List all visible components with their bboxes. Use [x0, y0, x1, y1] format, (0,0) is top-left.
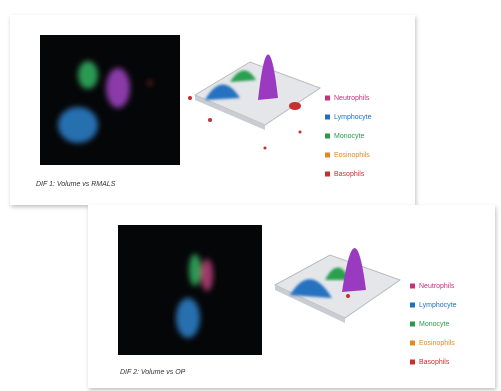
caption: DIF 1: Volume vs RMALS — [36, 181, 116, 188]
legend-label: Lymphocyte — [419, 302, 457, 309]
legend-label: Neutrophils — [334, 95, 370, 102]
legend-swatch — [410, 341, 415, 346]
legend-swatch — [325, 115, 330, 120]
legend-swatch — [410, 284, 415, 289]
legend-label: Neutrophils — [419, 283, 455, 290]
legend-label: Eosinophils — [419, 340, 455, 347]
legend-label: Lymphocyte — [334, 114, 372, 121]
legend-label: Basophils — [419, 359, 450, 366]
legend-swatch — [410, 303, 415, 308]
legend-label: Monocyte — [419, 321, 449, 328]
legend-swatch — [325, 134, 330, 139]
legend-swatch — [410, 360, 415, 365]
legend-swatch — [325, 153, 330, 158]
legend-swatch — [325, 172, 330, 177]
legend-swatch — [325, 96, 330, 101]
legend-label: Eosinophils — [334, 152, 370, 159]
caption: DIF 2: Volume vs OP — [120, 369, 186, 376]
figure: DIF 1: Volume vs RMALS Neutrophils Lympho… — [0, 0, 501, 391]
legend-label: Basophils — [334, 171, 365, 178]
legend-swatch — [410, 322, 415, 327]
legend-label: Monocyte — [334, 133, 364, 140]
page: DIF 1: Volume vs RMALS Neutrophils Lympho… — [0, 0, 501, 391]
